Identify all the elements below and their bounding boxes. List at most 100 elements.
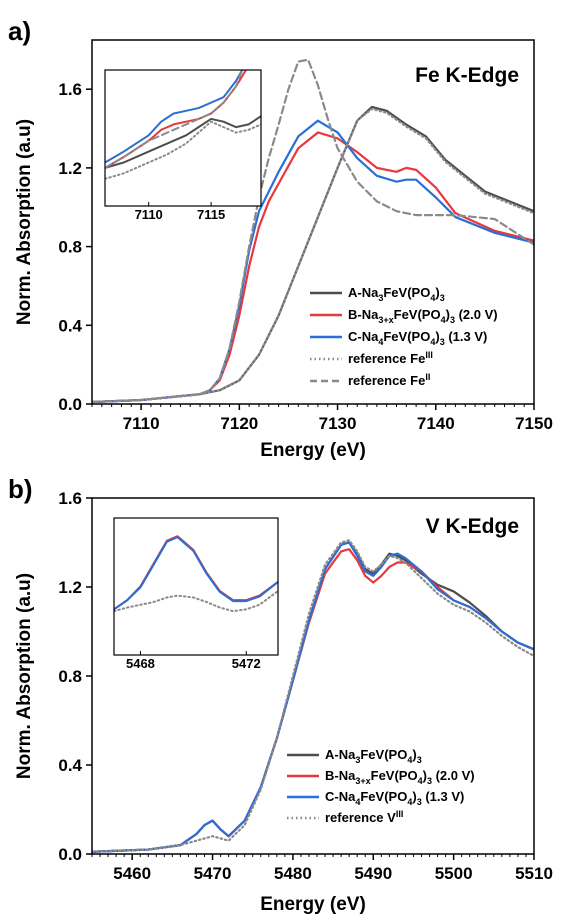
legend-label-part: ) — [423, 768, 427, 783]
inset-background — [105, 70, 261, 206]
legend-label-B: B-Na3+xFeV(PO4)3 (2.0 V) — [325, 768, 475, 786]
legend-label-part: 4 — [441, 315, 446, 325]
legend-label-part: ) — [435, 285, 439, 300]
legend-label-C: C-Na4FeV(PO4)3 (1.3 V) — [325, 789, 464, 807]
legend-label-part: reference V — [325, 810, 396, 825]
x-tick-label: 7130 — [319, 414, 357, 433]
legend-label-part: (2.0 V) — [432, 768, 475, 783]
y-tick-label: 1.6 — [58, 489, 82, 508]
legend-label-part: (1.3 V) — [445, 329, 488, 344]
x-tick-label: 5490 — [354, 864, 392, 883]
y-tick-label: 0.4 — [58, 756, 82, 775]
legend-label-A: A-Na3FeV(PO4)3 — [348, 285, 445, 303]
x-tick-label: 5470 — [194, 864, 232, 883]
legend-label-part: 4 — [378, 337, 383, 347]
legend-label-part: 3 — [450, 315, 455, 325]
legend-label-part: 3+x — [355, 776, 370, 786]
inset-line-ref2 — [105, 70, 244, 169]
legend-label-part: 3 — [427, 776, 432, 786]
edge-title: V K-Edge — [426, 515, 519, 538]
legend-label-part: 4 — [418, 776, 423, 786]
legend-label-part: reference Fe — [348, 373, 425, 388]
x-tick-label: 7150 — [515, 414, 553, 433]
inset-background — [114, 518, 278, 655]
legend-label-part: 3 — [355, 755, 360, 765]
legend-label-part: FeV(PO — [371, 768, 418, 783]
inset-frame — [104, 69, 262, 207]
inset-lines — [105, 70, 261, 180]
inset-x-tick-label: 5472 — [232, 656, 261, 671]
legend-label-part: 4 — [355, 797, 360, 807]
x-tick-label: 7110 — [123, 414, 160, 433]
y-tick-label: 1.2 — [58, 159, 82, 178]
series-lines — [92, 58, 534, 404]
legend-label-part: III — [425, 350, 433, 360]
inset-lines — [114, 535, 278, 613]
inset-line-C — [114, 536, 278, 611]
edge-title: Fe K-Edge — [415, 64, 519, 87]
legend-label-part: ) — [435, 329, 439, 344]
legend-label-part: FeV(PO — [383, 285, 430, 300]
inset-x-tick-label: 7110 — [135, 207, 163, 222]
legend-label-part: ) — [412, 747, 416, 762]
y-tick-label: 0.8 — [58, 238, 82, 257]
series-lines — [92, 539, 534, 853]
legend-label-part: ) — [412, 789, 416, 804]
inset-line-ref3 — [105, 120, 261, 180]
inset: 5468 5472 — [113, 517, 279, 671]
x-tick-label: 5510 — [515, 864, 553, 883]
legend-label-part: A-Na — [325, 747, 356, 762]
inset-x-tick-label: 5468 — [126, 656, 155, 671]
y-tick-label: 0.4 — [58, 316, 82, 335]
legend-label-ref3: reference VIII — [325, 809, 403, 825]
series-line-ref3 — [92, 107, 534, 404]
inset-line-ref3 — [114, 590, 278, 613]
legend-label-part: FeV(PO — [360, 747, 407, 762]
legend: A-Na3FeV(PO4)3B-Na3+xFeV(PO4)3 (2.0 V)C-… — [310, 285, 498, 388]
panel-label: a) — [8, 16, 31, 46]
legend-label-part: C-Na — [325, 789, 356, 804]
x-tick-label: 5460 — [113, 864, 151, 883]
legend: A-Na3FeV(PO4)3B-Na3+xFeV(PO4)3 (2.0 V)C-… — [287, 747, 475, 825]
inset-frame — [113, 517, 279, 656]
x-axis-label: Energy (eV) — [260, 440, 366, 461]
legend-label-part: FeV(PO — [394, 307, 441, 322]
legend-label-part: FeV(PO — [383, 329, 430, 344]
legend-label-part: reference Fe — [348, 351, 425, 366]
legend-label-part: III — [396, 809, 404, 819]
y-tick-label: 1.6 — [58, 80, 82, 99]
legend-label-part: 3 — [440, 293, 445, 303]
legend-label-part: A-Na — [348, 285, 379, 300]
legend-label-C: C-Na4FeV(PO4)3 (1.3 V) — [348, 329, 487, 347]
x-tick-label: 5500 — [435, 864, 473, 883]
series-line-ref2 — [92, 58, 534, 404]
legend-label-part: 3 — [417, 797, 422, 807]
legend-label-part: (1.3 V) — [422, 789, 465, 804]
legend-label-part: 3+x — [378, 315, 393, 325]
legend-label-part: 4 — [407, 797, 412, 807]
series-line-ref3 — [92, 539, 534, 853]
panel-label: b) — [8, 474, 33, 504]
y-tick-label: 0.0 — [58, 395, 82, 414]
chart-panel-b: b) 5460 5470 5480 5490 5500 5510 0.0 0.4 0.8 1.2 1.… — [8, 474, 553, 914]
legend-label-B: B-Na3+xFeV(PO4)3 (2.0 V) — [348, 307, 498, 325]
x-tick-label: 7120 — [220, 414, 258, 433]
legend-label-part: ) — [446, 307, 450, 322]
y-tick-label: 0.8 — [58, 667, 82, 686]
plot-frame — [91, 39, 535, 405]
legend-label-ref3: reference FeIII — [348, 350, 433, 366]
legend-label-part: 3 — [440, 337, 445, 347]
legend-label-part: (2.0 V) — [455, 307, 498, 322]
legend-label-part: B-Na — [348, 307, 379, 322]
legend-label-part: FeV(PO — [360, 789, 407, 804]
inset-x-tick-label: 7115 — [197, 207, 225, 222]
y-tick-label: 0.0 — [58, 845, 82, 864]
legend-label-part: 4 — [430, 337, 435, 347]
x-tick-label: 7140 — [417, 414, 455, 433]
chart-panel-a: a) 7110 7120 7130 7140 7150 0.0 0.4 0.8 1.2 1.6 Ene… — [8, 16, 553, 461]
legend-label-part: B-Na — [325, 768, 356, 783]
series-line-C — [92, 541, 534, 853]
inset: 7110 7115 — [104, 69, 262, 222]
legend-label-part: C-Na — [348, 329, 379, 344]
